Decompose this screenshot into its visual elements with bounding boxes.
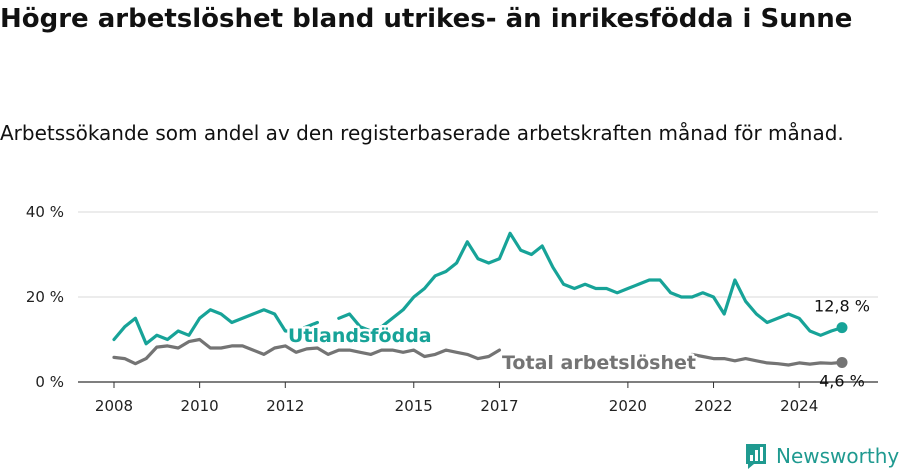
series-end-dot-0 xyxy=(836,322,848,334)
x-tick-label: 2022 xyxy=(694,397,732,415)
series-line-0-segment-0 xyxy=(112,308,319,346)
series-labels: 12,8 % Utlandsfödda 4,6 % Total arbetslöshe… xyxy=(286,297,870,391)
series-name-label-1: Total arbetslöshet xyxy=(502,352,696,374)
x-tick-label: 2010 xyxy=(181,397,219,415)
x-axis: 2008 2010 2012 2015 2017 2020 2022 2024 xyxy=(95,382,818,415)
chart-title: Högre arbetslöshet bland utrikes- än inr… xyxy=(0,4,853,34)
brand-name: Newsworthy xyxy=(776,444,900,468)
series-end-label-0: 12,8 % xyxy=(814,297,870,316)
series-line-1-segment-0 xyxy=(112,337,501,366)
x-tick-label: 2008 xyxy=(95,397,133,415)
newsworthy-logo-icon xyxy=(746,444,766,469)
series-end-dot-1 xyxy=(836,356,848,368)
series-line-1-segment-1 xyxy=(690,352,844,367)
series-end-label-1: 4,6 % xyxy=(819,371,865,390)
newsworthy-logo: Newsworthy xyxy=(744,441,899,471)
grid-lines: 0 % 20 % 40 % xyxy=(26,203,878,391)
y-tick-label: 0 % xyxy=(35,373,64,391)
x-tick-label: 2015 xyxy=(395,397,433,415)
x-tick-label: 2012 xyxy=(266,397,304,415)
x-tick-label: 2024 xyxy=(780,397,818,415)
x-tick-label: 2017 xyxy=(480,397,518,415)
chart-subtitle: Arbetssökande som andel av den registerb… xyxy=(0,121,844,145)
series-lines xyxy=(112,231,848,368)
x-tick-label: 2020 xyxy=(609,397,647,415)
y-tick-label: 20 % xyxy=(26,288,64,306)
series-name-label-0: Utlandsfödda xyxy=(288,325,432,347)
y-tick-label: 40 % xyxy=(26,203,64,221)
series-line-0-segment-1 xyxy=(337,231,844,337)
